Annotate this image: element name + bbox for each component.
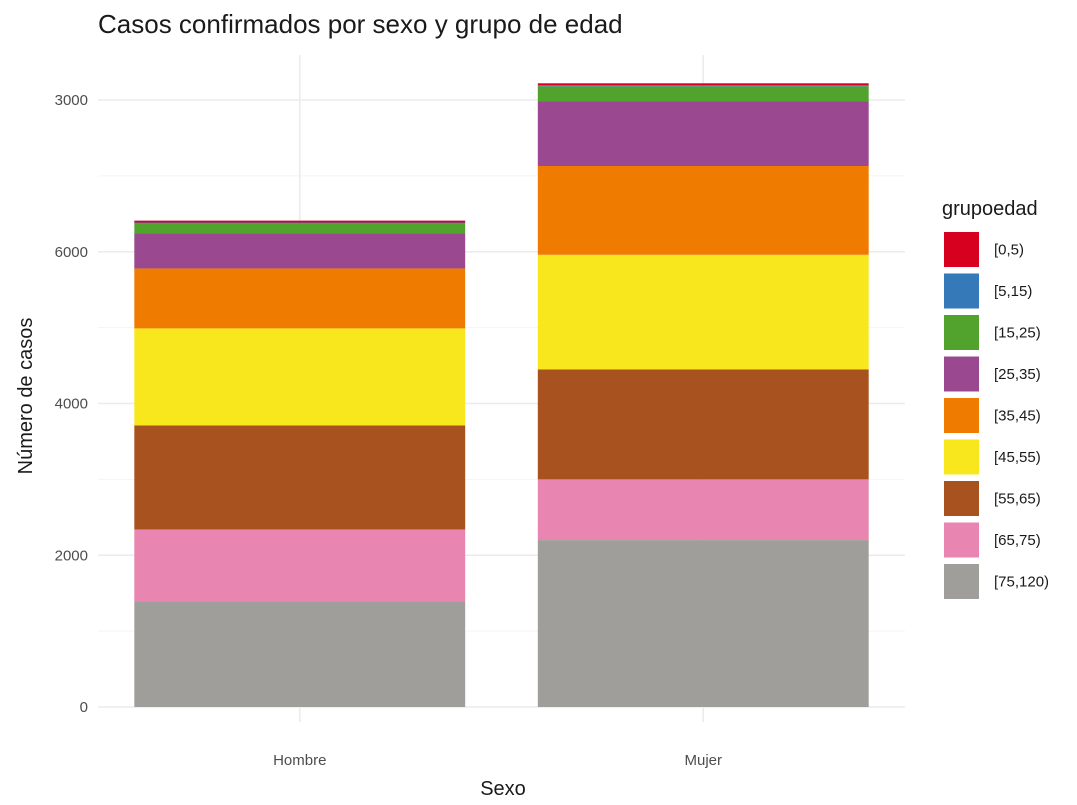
legend-swatch [944,273,979,309]
bar-segment [134,328,466,426]
legend-swatch [944,564,979,599]
legend-item: [5,15) [944,273,1032,309]
legend-items: [0,5) [5,15) [15,25) [25,35) [35,45) [45,55) [… [944,232,1049,599]
legend-label: [5,15) [994,283,1032,300]
legend-swatch [944,315,979,350]
bar-segment [537,85,869,87]
bar-segment [537,479,869,541]
legend-label: [75,120) [994,574,1049,591]
y-tick-label: 3000 [55,92,88,109]
legend-swatch [944,522,979,558]
x-tick-label: Hombre [273,752,326,769]
legend-label: [0,5) [994,242,1024,259]
bars-layer [134,83,869,707]
bar-segment [134,601,466,707]
chart-title: Casos confirmados por sexo y grupo de ed… [98,9,623,39]
x-axis-ticks: Hombre Mujer [273,752,722,769]
bar-segment [134,223,466,234]
bar-segment [134,529,466,602]
bar-segment [134,425,466,530]
legend-item: [0,5) [944,232,1024,267]
legend-swatch [944,439,979,475]
legend-label: [55,65) [994,491,1041,508]
y-tick-label: 2000 [55,547,88,564]
legend-title: grupoedad [942,198,1038,220]
bar-segment [537,101,869,167]
bar-segment [134,220,466,223]
y-axis-ticks: 0 2000 4000 6000 3000 [55,92,88,716]
y-axis-title: Número de casos [15,318,37,475]
y-tick-label: 0 [80,699,88,716]
legend-item: [55,65) [944,481,1041,516]
x-tick-label: Mujer [684,752,722,769]
legend-label: [35,45) [994,408,1041,425]
legend-label: [15,25) [994,325,1041,342]
bar-segment [537,369,869,480]
bar-segment [537,166,869,255]
legend-label: [25,35) [994,366,1041,383]
bar-segment [134,268,466,329]
legend-label: [45,55) [994,449,1041,466]
legend-item: [75,120) [944,564,1049,599]
bar-segment [537,86,869,102]
y-tick-label: 4000 [55,396,88,413]
legend-swatch [944,356,979,392]
legend-item: [15,25) [944,315,1041,350]
y-tick-label: 6000 [55,244,88,261]
legend-label: [65,75) [994,532,1041,549]
legend-swatch [944,232,979,267]
legend: grupoedad [0,5) [5,15) [15,25) [25,35) [35,4… [942,198,1049,599]
bar-segment [134,222,466,224]
legend-swatch [944,398,979,433]
legend-item: [35,45) [944,398,1041,433]
legend-item: [45,55) [944,439,1041,475]
bar-segment [134,233,466,269]
legend-swatch [944,481,979,516]
bar-segment [537,254,869,370]
bar-segment [537,83,869,86]
bar-segment [537,540,869,707]
legend-item: [25,35) [944,356,1041,392]
legend-item: [65,75) [944,522,1041,558]
x-axis-title: Sexo [480,778,526,800]
